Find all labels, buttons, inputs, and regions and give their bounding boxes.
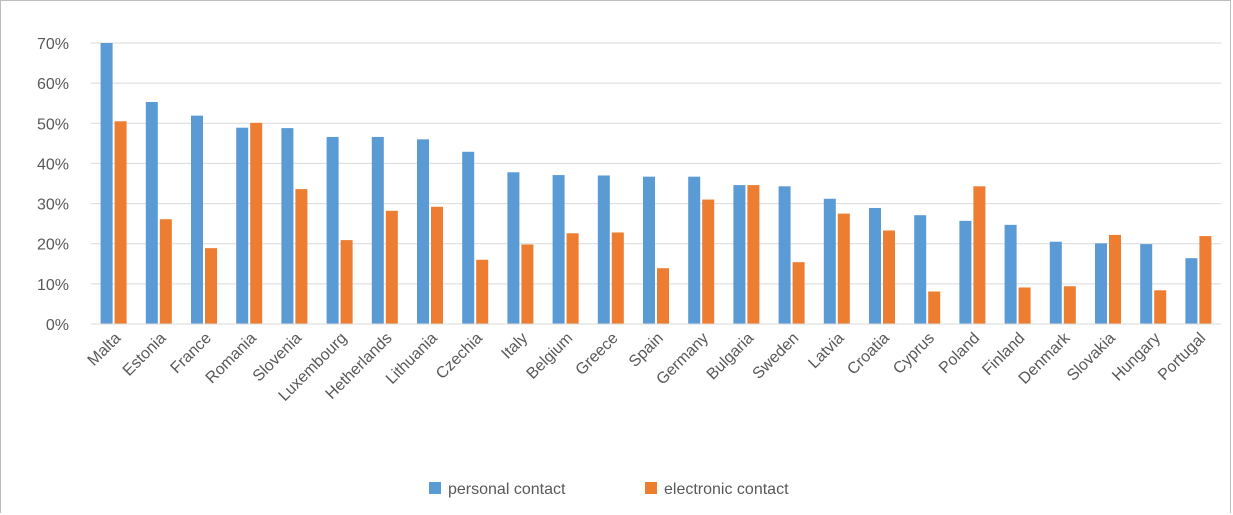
legend-label: personal contact — [448, 481, 566, 498]
x-category-label: Malta — [85, 330, 125, 370]
bar-personal-germany — [688, 176, 701, 324]
bar-personal-portugal — [1185, 258, 1198, 324]
bar-electronic-czechia — [476, 259, 489, 324]
bar-personal-hungary — [1140, 244, 1153, 324]
legend-label: electronic contact — [664, 481, 789, 498]
bar-electronic-slovakia — [1109, 234, 1121, 324]
bar-electronic-lithuania — [431, 206, 443, 324]
y-tick-label: 20% — [37, 237, 69, 254]
legend-swatch — [645, 482, 657, 494]
bar-electronic-latvia — [837, 213, 850, 324]
bar-electronic-estonia — [159, 219, 172, 324]
bar-electronic-bulgaria — [747, 185, 760, 324]
gridlines — [91, 42, 1221, 285]
x-category-label: Poland — [936, 330, 983, 377]
x-category-label: Spain — [626, 330, 667, 371]
bar-personal-spain — [643, 176, 655, 324]
bar-electronic-portugal — [1199, 236, 1212, 324]
y-tick-label: 30% — [37, 197, 69, 214]
bar-electronic-sweden — [792, 262, 805, 324]
bar-personal-bulgaria — [733, 185, 746, 324]
bar-electronic-slovenia — [295, 189, 308, 324]
y-tick-label: 60% — [37, 76, 69, 93]
legend: personal contact electronic contact — [429, 481, 789, 498]
y-tick-label: 10% — [37, 277, 69, 294]
x-category-label: Greece — [573, 330, 622, 379]
x-category-label: Latvia — [805, 330, 847, 372]
bar-personal-slovakia — [1095, 243, 1107, 324]
y-axis-tick-labels: 0% 10% 20% 30% 40% 50% 60% 70% — [37, 36, 69, 334]
bars — [100, 43, 1212, 325]
bar-personal-latvia — [823, 198, 836, 324]
bar-personal-malta — [100, 43, 113, 324]
bar-personal-belgium — [552, 175, 565, 324]
bar-personal-poland — [959, 220, 972, 324]
bar-personal-hetherlands — [371, 136, 384, 324]
y-tick-label: 50% — [37, 116, 69, 133]
bar-personal-lithuania — [417, 139, 429, 324]
bar-electronic-france — [205, 248, 217, 324]
bar-personal-czechia — [462, 151, 475, 324]
bar-personal-france — [191, 115, 203, 324]
bar-personal-sweden — [778, 186, 791, 324]
x-category-label: Bulgaria — [704, 330, 758, 384]
bar-electronic-greece — [611, 232, 624, 324]
legend-swatch — [429, 482, 441, 494]
bar-electronic-italy — [521, 244, 534, 324]
y-tick-label: 40% — [37, 156, 69, 173]
x-category-label: Croatia — [844, 330, 893, 379]
bar-electronic-denmark — [1063, 286, 1076, 324]
bar-personal-romania — [236, 127, 249, 324]
x-category-label: Hungary — [1109, 330, 1164, 385]
x-category-label: Slovakia — [1064, 330, 1119, 385]
x-axis-category-labels: MaltaEstoniaFranceRomaniaSloveniaLuxembo… — [85, 329, 1209, 405]
bar-electronic-germany — [702, 199, 715, 324]
x-category-label: Belgium — [524, 330, 577, 383]
bar-electronic-cyprus — [928, 291, 941, 324]
y-tick-label: 70% — [37, 36, 69, 53]
bar-personal-croatia — [869, 207, 881, 324]
x-category-label: Czechia — [433, 330, 486, 383]
x-category-label: Estonia — [120, 330, 170, 380]
bar-electronic-romania — [250, 122, 263, 325]
bar-personal-cyprus — [914, 215, 927, 324]
x-category-label: Sweden — [750, 330, 803, 383]
bar-electronic-spain — [657, 268, 669, 324]
y-tick-label: 0% — [46, 317, 69, 334]
bar-personal-italy — [507, 172, 520, 324]
x-category-label: Italy — [498, 330, 531, 363]
bar-electronic-belgium — [566, 233, 579, 324]
bar-personal-slovenia — [281, 128, 294, 324]
bar-personal-greece — [597, 175, 610, 324]
x-category-label: Cyprus — [890, 330, 938, 378]
bar-electronic-hetherlands — [385, 210, 398, 324]
bar-electronic-luxembourg — [340, 240, 353, 324]
bar-personal-finland — [1004, 224, 1017, 324]
bar-electronic-finland — [1018, 287, 1031, 324]
bar-personal-denmark — [1049, 241, 1062, 324]
bar-electronic-malta — [114, 121, 127, 325]
bar-personal-estonia — [145, 102, 158, 324]
bar-electronic-croatia — [883, 230, 895, 324]
bar-electronic-poland — [973, 186, 986, 324]
x-category-label: Portugal — [1155, 330, 1209, 384]
bar-personal-luxembourg — [326, 136, 339, 324]
bar-electronic-hungary — [1154, 290, 1167, 324]
